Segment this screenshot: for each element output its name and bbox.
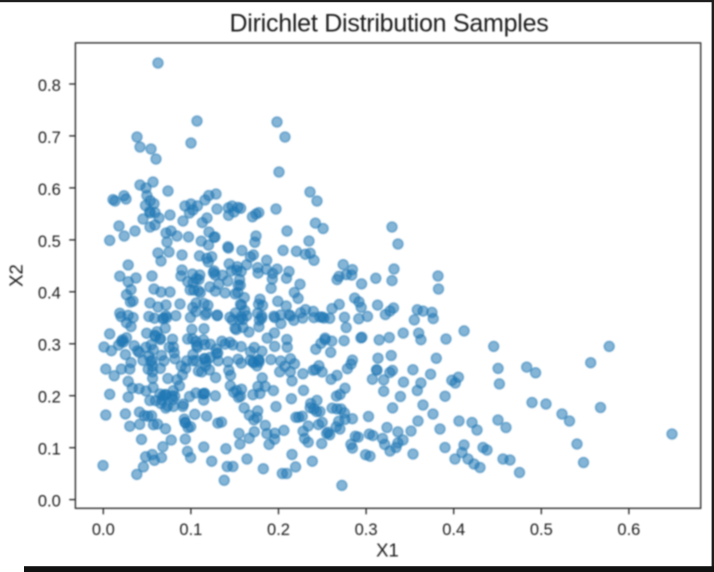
svg-text:0.0: 0.0	[92, 521, 115, 539]
svg-text:0.0: 0.0	[38, 493, 61, 511]
svg-text:0.2: 0.2	[38, 389, 61, 407]
svg-text:0.7: 0.7	[38, 129, 61, 147]
svg-text:0.1: 0.1	[179, 521, 202, 539]
svg-text:0.6: 0.6	[617, 521, 640, 539]
svg-text:X2: X2	[5, 264, 26, 287]
svg-text:0.4: 0.4	[38, 285, 61, 303]
svg-text:Dirichlet Distribution Samples: Dirichlet Distribution Samples	[229, 10, 548, 38]
svg-text:0.8: 0.8	[38, 77, 61, 95]
svg-text:0.5: 0.5	[38, 233, 61, 251]
svg-text:0.6: 0.6	[38, 181, 61, 199]
svg-text:0.2: 0.2	[267, 521, 290, 539]
svg-text:0.3: 0.3	[38, 337, 61, 355]
svg-text:X1: X1	[376, 540, 399, 561]
svg-text:0.4: 0.4	[442, 521, 465, 539]
svg-text:0.3: 0.3	[355, 521, 378, 539]
svg-text:0.1: 0.1	[38, 441, 61, 459]
svg-text:0.5: 0.5	[530, 521, 553, 539]
